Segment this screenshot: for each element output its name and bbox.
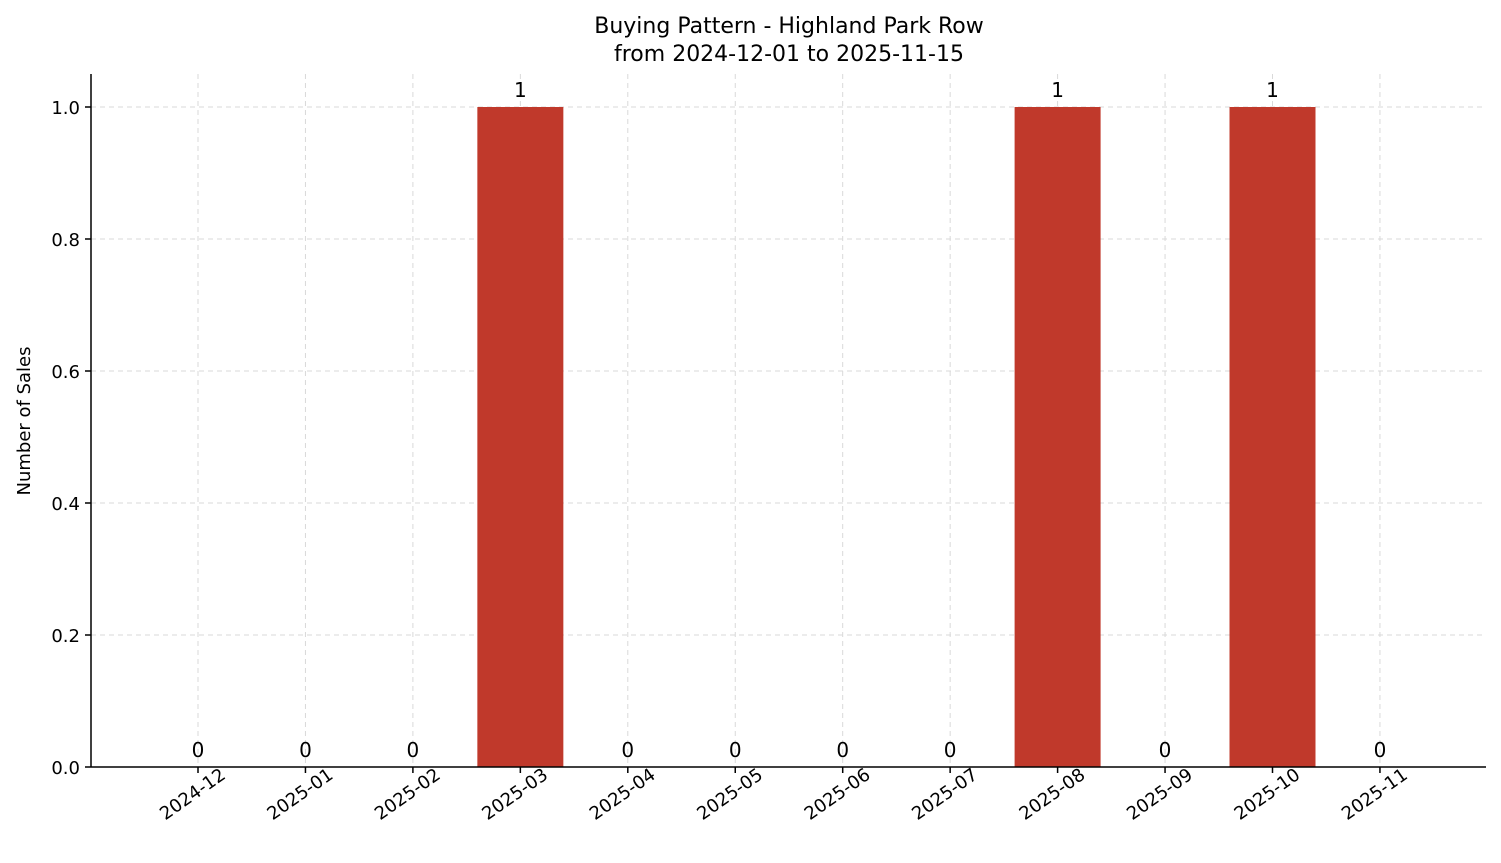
x-tick-label-2025-08: 2025-08	[1016, 764, 1090, 824]
data-label-2024-12: 0	[192, 738, 205, 762]
data-label-2025-05: 0	[729, 738, 742, 762]
y-tick-label: 0.2	[51, 626, 80, 647]
bar-2025-03	[477, 107, 564, 767]
x-tick-label-2025-07: 2025-07	[908, 764, 982, 824]
data-label-2025-08: 1	[1051, 78, 1064, 102]
data-label-2025-03: 1	[514, 78, 527, 102]
y-tick-label: 0.4	[51, 494, 80, 515]
data-label-2025-02: 0	[407, 738, 420, 762]
x-tick-label-2025-04: 2025-04	[586, 764, 660, 824]
y-tick-label: 1.0	[51, 98, 80, 119]
y-tick-label: 0.6	[51, 362, 80, 383]
x-tick-label-2025-02: 2025-02	[371, 764, 445, 824]
y-axis-label: Number of Sales	[14, 346, 35, 495]
data-label-2025-06: 0	[836, 738, 849, 762]
data-label-2025-07: 0	[944, 738, 957, 762]
y-tick-label: 0.0	[51, 758, 80, 779]
data-label-2025-01: 0	[299, 738, 312, 762]
data-label-2025-11: 0	[1374, 738, 1387, 762]
y-tick-label: 0.8	[51, 230, 80, 251]
bars	[477, 107, 1316, 767]
x-tick-label-2025-10: 2025-10	[1231, 764, 1305, 824]
x-tick-label-2025-01: 2025-01	[263, 764, 337, 824]
x-tick-label-2025-11: 2025-11	[1338, 764, 1412, 824]
chart-title: Buying Pattern - Highland Park Row	[594, 14, 984, 39]
bar-2025-08	[1014, 107, 1101, 767]
x-tick-label-2025-06: 2025-06	[801, 764, 875, 824]
data-label-2025-10: 1	[1266, 78, 1279, 102]
x-tick-label-2025-03: 2025-03	[478, 764, 552, 824]
x-tick-label-2024-12: 2024-12	[156, 764, 230, 824]
data-label-2025-09: 0	[1159, 738, 1172, 762]
bar-2025-10	[1229, 107, 1316, 767]
data-label-2025-04: 0	[621, 738, 634, 762]
x-tick-label-2025-09: 2025-09	[1123, 764, 1197, 824]
x-tick-label-2025-05: 2025-05	[693, 764, 767, 824]
chart-subtitle: from 2024-12-01 to 2025-11-15	[614, 42, 964, 67]
data-labels: 0 0 0 1 0 0 0 0 1 0 1 0	[192, 78, 1387, 762]
